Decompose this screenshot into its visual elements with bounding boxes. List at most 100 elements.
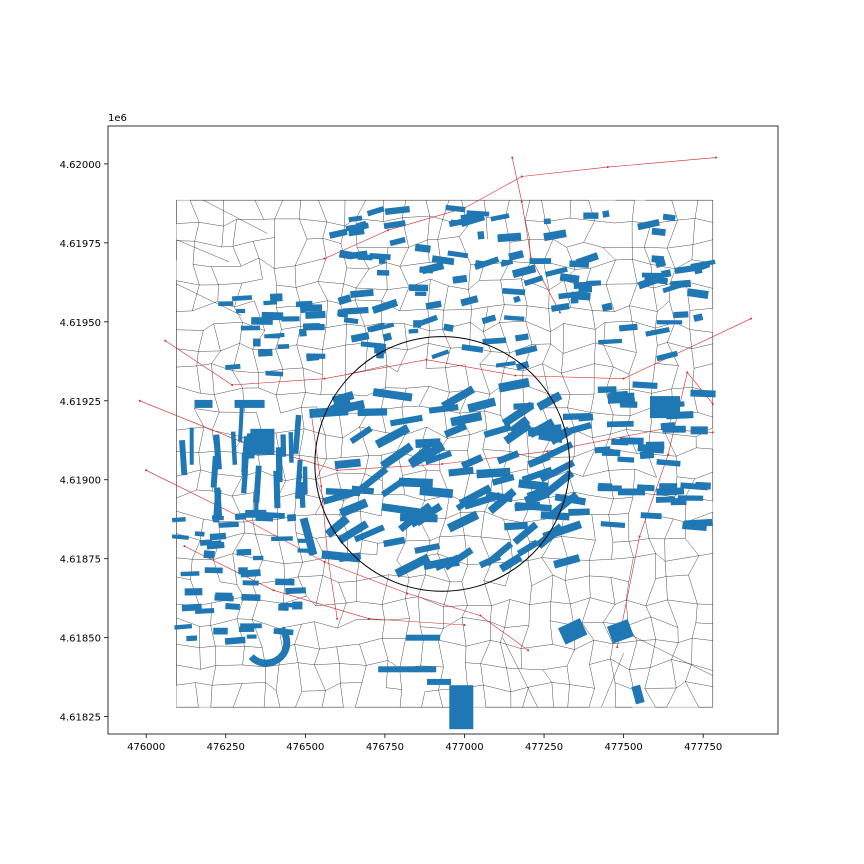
building (501, 259, 511, 265)
street-node (622, 377, 625, 380)
building (334, 458, 361, 470)
building (496, 450, 520, 465)
street-node (711, 402, 714, 405)
building (536, 391, 563, 411)
building (513, 402, 534, 410)
building (273, 470, 281, 509)
building (174, 623, 193, 630)
building (406, 634, 441, 641)
building (491, 473, 515, 486)
building (431, 349, 450, 360)
building (446, 510, 480, 533)
building (516, 539, 539, 557)
building (378, 666, 437, 673)
building (662, 213, 676, 222)
building (487, 488, 517, 515)
building (225, 363, 241, 370)
street-node (558, 311, 561, 314)
street-node (711, 431, 714, 434)
building (251, 317, 273, 325)
building (277, 344, 290, 350)
building (620, 401, 638, 408)
building (636, 484, 655, 492)
building (475, 260, 487, 267)
building (224, 636, 246, 645)
building (209, 532, 227, 541)
building (305, 310, 326, 319)
building (452, 274, 468, 284)
building (171, 534, 189, 540)
building (357, 254, 373, 261)
building (481, 314, 497, 325)
building (571, 291, 591, 301)
building (250, 428, 275, 455)
building (631, 684, 645, 705)
street-node (138, 399, 141, 402)
building (240, 325, 260, 331)
building (606, 619, 634, 644)
building (225, 603, 241, 610)
building (338, 309, 349, 318)
street-node (527, 649, 530, 652)
street-node (323, 377, 326, 380)
building (448, 466, 474, 477)
building (440, 385, 476, 410)
building (350, 289, 374, 298)
street-node (686, 371, 689, 374)
building (466, 210, 490, 217)
building (693, 265, 703, 275)
building (553, 554, 581, 569)
building (414, 243, 431, 253)
building (399, 513, 438, 523)
building (443, 422, 467, 438)
building (554, 493, 587, 506)
building (483, 424, 512, 438)
building (550, 302, 570, 312)
building (234, 512, 247, 521)
building (383, 220, 406, 230)
building (687, 288, 709, 300)
building (670, 279, 692, 289)
building (351, 485, 375, 495)
street-node (183, 545, 186, 548)
building (257, 348, 273, 357)
building (695, 481, 711, 490)
building (398, 477, 433, 488)
building (299, 517, 318, 556)
building (419, 266, 434, 274)
y-offset-label: 1e6 (108, 113, 127, 124)
building (383, 536, 406, 548)
building (618, 323, 638, 332)
building (306, 323, 325, 331)
building (252, 555, 264, 561)
building (495, 360, 516, 368)
building (569, 260, 590, 268)
building (445, 204, 466, 213)
building (523, 275, 544, 287)
x-tick-label: 477000 (445, 742, 483, 753)
building (369, 252, 391, 261)
building (278, 603, 289, 611)
building (559, 273, 580, 284)
building (578, 413, 594, 422)
building (379, 442, 414, 470)
building (619, 437, 644, 445)
building (350, 332, 370, 343)
street-segment (324, 157, 716, 259)
y-tick-label: 4.61900 (60, 476, 101, 487)
building (512, 521, 539, 545)
building (241, 470, 248, 494)
x-tick-label: 476750 (366, 742, 404, 753)
building (194, 607, 215, 615)
y-tick-label: 4.61950 (60, 318, 101, 329)
building (184, 588, 203, 596)
y-tick-label: 4.61975 (60, 239, 101, 250)
street-node (441, 462, 444, 465)
street-network-layer (138, 156, 752, 652)
building (394, 553, 431, 578)
building (690, 259, 716, 269)
building (498, 553, 523, 573)
building (425, 300, 442, 310)
building (236, 308, 246, 314)
